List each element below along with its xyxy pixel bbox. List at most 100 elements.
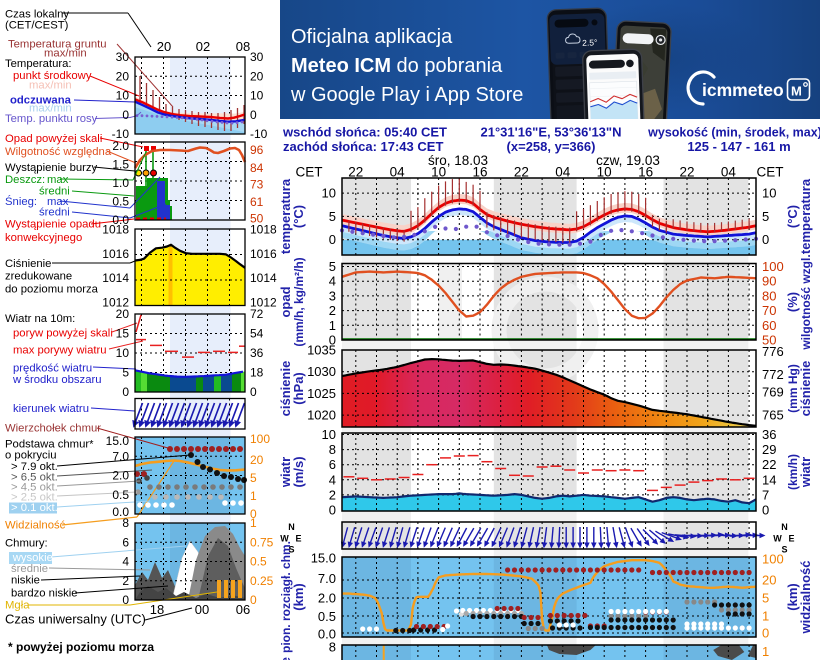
svg-text:6: 6 [122, 535, 129, 549]
svg-text:04: 04 [390, 165, 406, 180]
svg-text:5: 5 [329, 259, 336, 274]
svg-text:5: 5 [762, 591, 769, 606]
svg-text:(°C): (°C) [291, 205, 306, 228]
svg-text:temperatura: temperatura [798, 178, 813, 254]
svg-text:(x=258, y=366): (x=258, y=366) [507, 139, 596, 154]
svg-text:w Google Play i App Store: w Google Play i App Store [290, 84, 523, 106]
svg-text:punkt środkowy: punkt środkowy [13, 70, 92, 82]
svg-text:1035: 1035 [307, 343, 336, 358]
svg-text:wiatr: wiatr [798, 457, 813, 488]
svg-text:10: 10 [250, 89, 264, 103]
svg-text:Ciśnienie: Ciśnienie [5, 258, 51, 270]
svg-text:15: 15 [116, 327, 130, 341]
svg-text:36: 36 [250, 346, 264, 360]
svg-text:max: max [47, 174, 69, 186]
svg-text:06: 06 [236, 602, 250, 617]
svg-text:765: 765 [762, 408, 784, 423]
svg-text:22: 22 [679, 165, 694, 180]
svg-text:0.5: 0.5 [112, 195, 129, 209]
svg-text:18: 18 [150, 602, 164, 617]
svg-text:2.0: 2.0 [318, 591, 336, 606]
svg-text:18: 18 [250, 366, 264, 380]
svg-text:04: 04 [721, 165, 737, 180]
svg-text:10: 10 [762, 186, 776, 201]
svg-text:5: 5 [762, 209, 769, 224]
svg-text:M: M [791, 84, 802, 99]
svg-text:odczuwana: odczuwana [10, 95, 72, 107]
svg-text:do poziomu morza: do poziomu morza [5, 284, 99, 296]
svg-text:temperatura: temperatura [278, 178, 293, 254]
svg-text:CET: CET [757, 165, 784, 180]
svg-text:śro, 18.03: śro, 18.03 [428, 153, 488, 168]
svg-text:N: N [781, 522, 788, 532]
svg-text:08: 08 [236, 39, 250, 54]
svg-text:1018: 1018 [102, 223, 129, 237]
svg-text:22: 22 [348, 165, 363, 180]
svg-text:(km/h): (km/h) [786, 454, 800, 490]
svg-text:1012: 1012 [102, 296, 129, 310]
svg-text:(CET/CEST): (CET/CEST) [5, 20, 69, 32]
svg-text:E: E [295, 534, 301, 544]
svg-text:22: 22 [514, 165, 529, 180]
svg-text:100: 100 [762, 552, 784, 567]
svg-text:widzialność: widzialność [798, 561, 813, 635]
svg-text:7.0: 7.0 [318, 571, 336, 586]
svg-text:-10: -10 [112, 127, 130, 141]
svg-text:Temperatura gruntu: Temperatura gruntu [8, 39, 107, 51]
svg-text:100: 100 [762, 259, 784, 274]
svg-text:Wystąpienie burzy: Wystąpienie burzy [5, 162, 98, 174]
svg-text:> 4.5 okt.: > 4.5 okt. [11, 482, 58, 494]
svg-text:1018: 1018 [250, 223, 277, 237]
svg-text:72: 72 [250, 307, 264, 321]
svg-text:(m/s): (m/s) [291, 456, 306, 487]
svg-text:7: 7 [762, 487, 769, 502]
svg-text:średni: średni [39, 207, 70, 219]
svg-text:0.0: 0.0 [318, 627, 336, 642]
svg-text:Deszcz:: Deszcz: [5, 174, 45, 186]
svg-text:769: 769 [762, 385, 784, 400]
svg-text:wschód słońca: 05:40 CET: wschód słońca: 05:40 CET [282, 125, 447, 140]
svg-text:konwekcyjnego: konwekcyjnego [5, 232, 82, 244]
svg-text:8: 8 [329, 442, 336, 457]
svg-text:0: 0 [329, 333, 336, 348]
svg-text:Oficjalna aplikacja: Oficjalna aplikacja [291, 26, 453, 48]
svg-text:70: 70 [762, 303, 776, 318]
svg-text:96: 96 [250, 143, 264, 157]
svg-text:0: 0 [122, 593, 129, 607]
svg-text:0: 0 [762, 503, 769, 518]
svg-text:W: W [280, 534, 289, 544]
svg-text:S: S [781, 545, 787, 555]
svg-text:90: 90 [762, 274, 776, 289]
svg-text:20: 20 [250, 453, 264, 467]
svg-text:29: 29 [762, 442, 776, 457]
svg-text:pion. rozciągł. chm.: pion. rozciągł. chm. [279, 541, 293, 653]
svg-text:2.5°: 2.5° [582, 37, 598, 48]
svg-text:2.0: 2.0 [112, 469, 129, 483]
svg-text:15.0: 15.0 [106, 434, 130, 448]
svg-text:10: 10 [116, 346, 130, 360]
svg-text:02: 02 [196, 39, 210, 54]
svg-text:4: 4 [122, 555, 129, 569]
svg-text:Wierzchołek chmur: Wierzchołek chmur [5, 423, 101, 435]
svg-text:22: 22 [762, 457, 776, 472]
svg-text:00: 00 [195, 602, 209, 617]
svg-text:> 7.9 okt.: > 7.9 okt. [11, 461, 58, 473]
svg-text:max/min: max/min [44, 48, 87, 60]
svg-text:14: 14 [762, 472, 776, 487]
svg-text:Meteo ICM do pobrania: Meteo ICM do pobrania [291, 55, 503, 77]
svg-text:prędkość wiatru: prędkość wiatru [13, 363, 92, 375]
svg-text:2: 2 [329, 487, 336, 502]
svg-text:kierunek wiatru: kierunek wiatru [13, 403, 89, 415]
svg-text:0: 0 [250, 108, 257, 122]
svg-text:61: 61 [250, 195, 264, 209]
svg-text:Chmury:: Chmury: [5, 538, 48, 550]
svg-text:0: 0 [329, 232, 336, 247]
svg-text:0: 0 [762, 626, 769, 641]
svg-text:-10: -10 [250, 127, 268, 141]
svg-text:CET: CET [296, 165, 323, 180]
svg-text:wilgotność wzgl.: wilgotność wzgl. [799, 254, 813, 350]
svg-text:772: 772 [762, 367, 784, 382]
svg-text:zachód słońca: 17:43 CET: zachód słońca: 17:43 CET [283, 139, 443, 154]
svg-text:21°31'16"E, 53°36'13"N: 21°31'16"E, 53°36'13"N [481, 125, 622, 140]
svg-text:0.75: 0.75 [250, 535, 274, 549]
